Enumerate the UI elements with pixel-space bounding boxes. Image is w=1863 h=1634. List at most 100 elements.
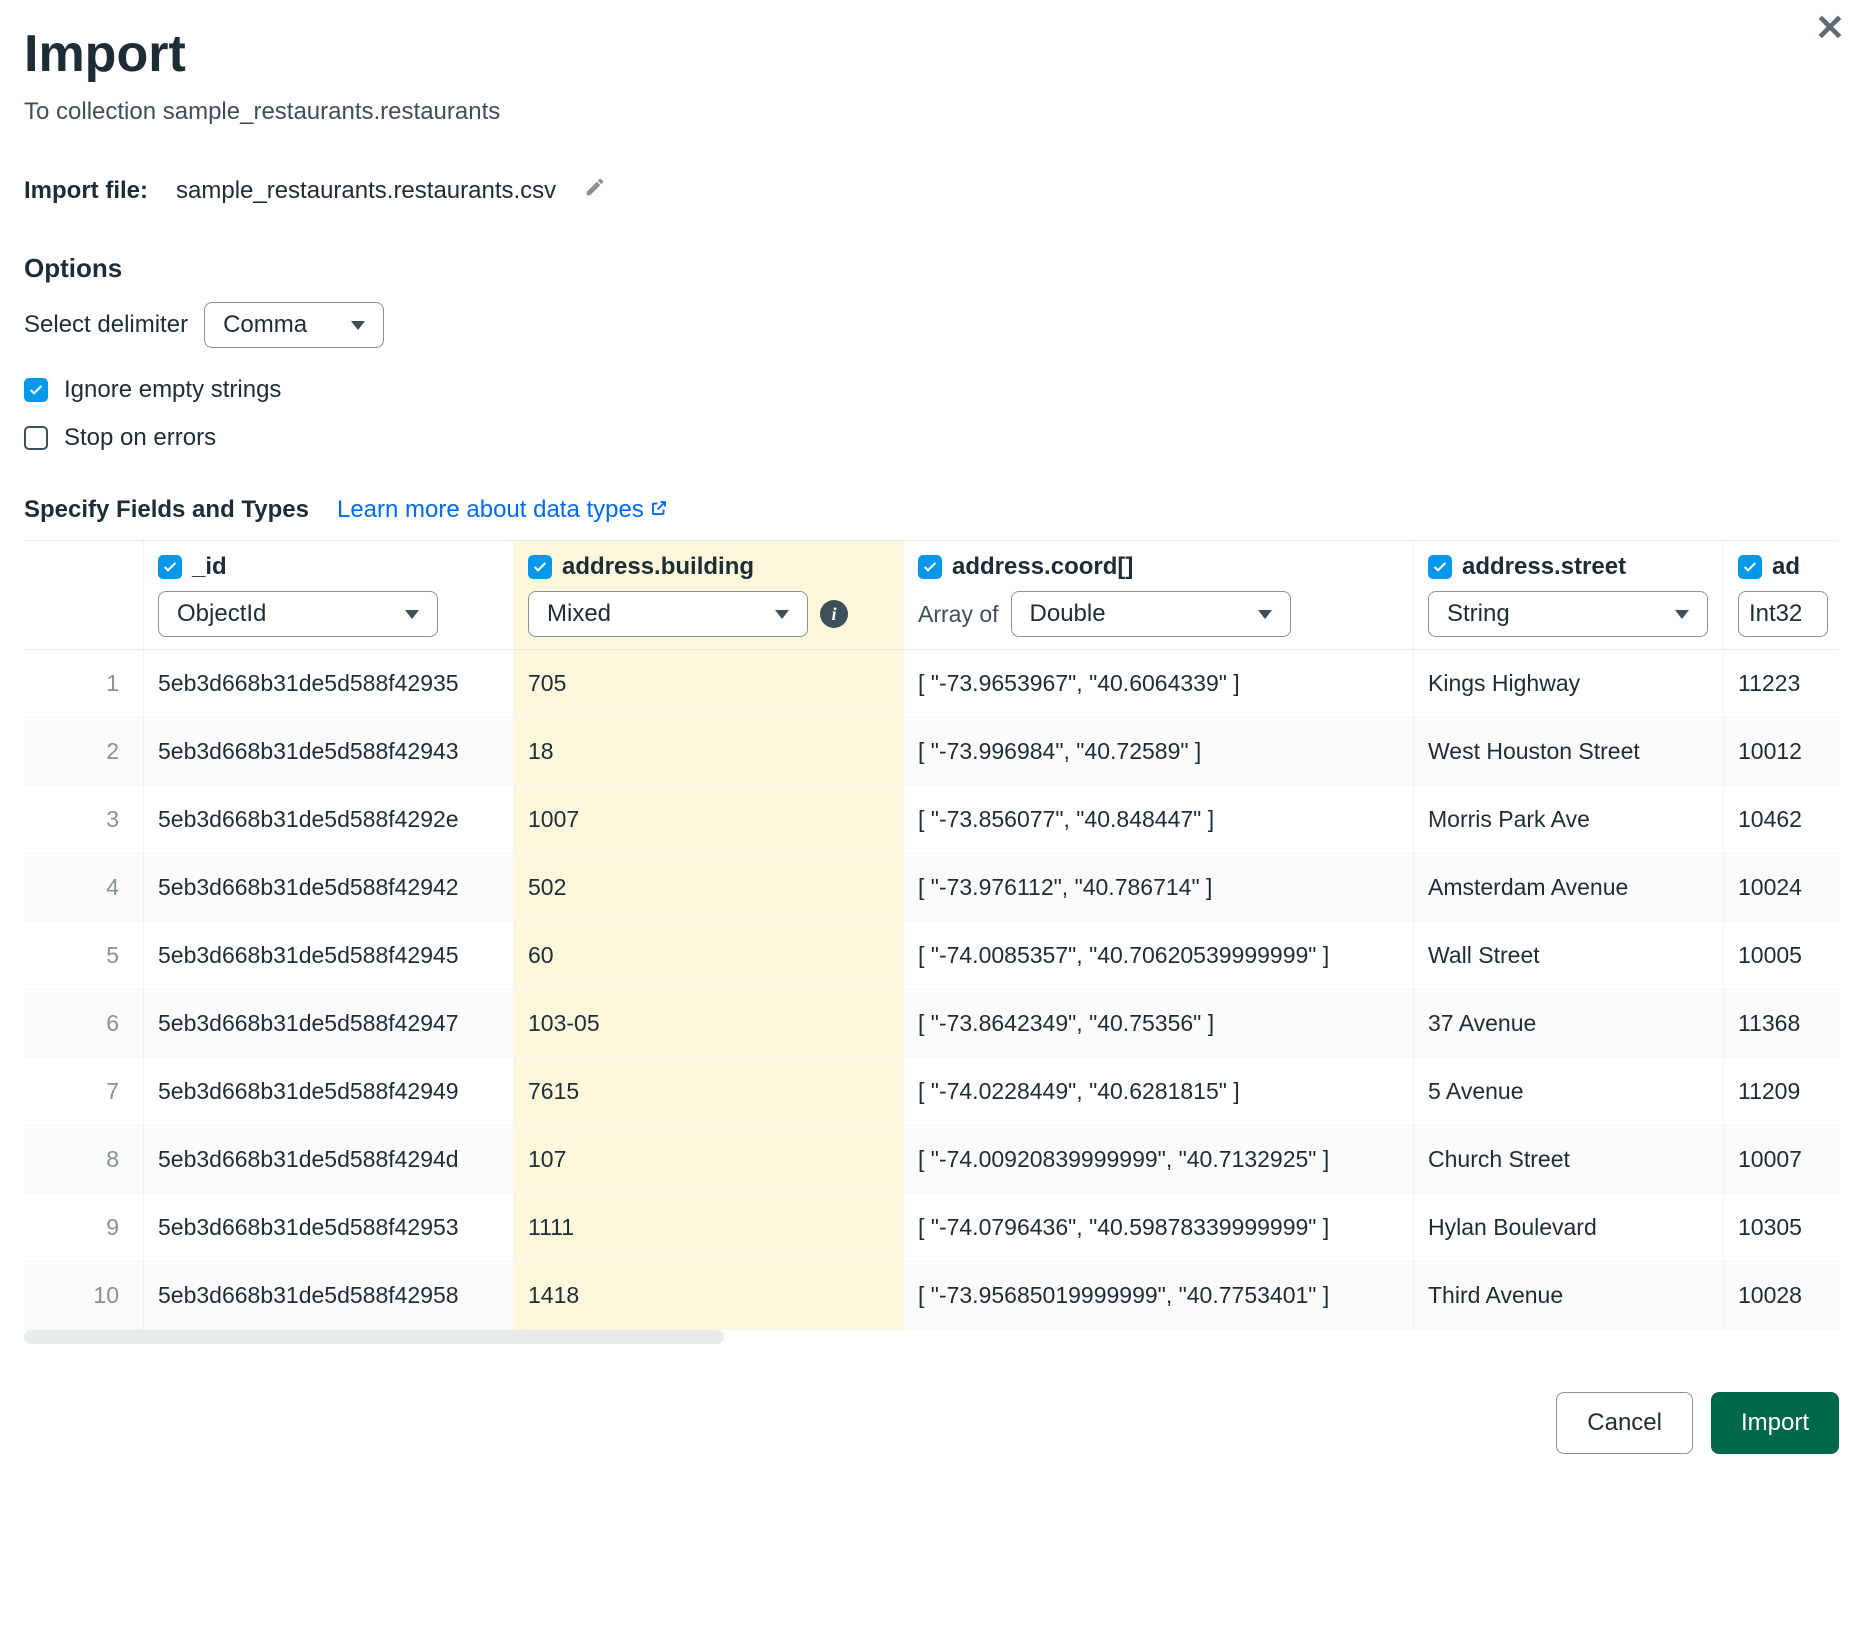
cell-building: 103-05 bbox=[514, 990, 904, 1057]
row-number: 1 bbox=[24, 650, 144, 717]
cell-coord: [ "-73.9653967", "40.6064339" ] bbox=[904, 650, 1414, 717]
cell-building: 1111 bbox=[514, 1194, 904, 1261]
column-street-type: String bbox=[1447, 600, 1510, 628]
cell-zip: 11209 bbox=[1724, 1058, 1839, 1125]
cell-id: 5eb3d668b31de5d588f42945 bbox=[144, 922, 514, 989]
rownum-header bbox=[24, 541, 144, 649]
cell-id: 5eb3d668b31de5d588f4294d bbox=[144, 1126, 514, 1193]
cell-id: 5eb3d668b31de5d588f42935 bbox=[144, 650, 514, 717]
cell-building: 1418 bbox=[514, 1262, 904, 1329]
cell-zip: 11368 bbox=[1724, 990, 1839, 1057]
row-number: 8 bbox=[24, 1126, 144, 1193]
specify-row: Specify Fields and Types Learn more abou… bbox=[24, 496, 1839, 524]
pencil-icon[interactable] bbox=[584, 176, 606, 205]
table-header-row: _id ObjectId address.building bbox=[24, 541, 1839, 650]
cell-street: Church Street bbox=[1414, 1126, 1724, 1193]
stop-errors-row: Stop on errors bbox=[24, 424, 1839, 452]
fields-table: _id ObjectId address.building bbox=[24, 540, 1839, 1344]
table-row: 7 5eb3d668b31de5d588f42949 7615 [ "-74.0… bbox=[24, 1058, 1839, 1126]
options-heading: Options bbox=[24, 253, 1839, 284]
chevron-down-icon bbox=[775, 610, 789, 619]
column-coord-type-select[interactable]: Double bbox=[1011, 591, 1291, 637]
table-row: 10 5eb3d668b31de5d588f42958 1418 [ "-73.… bbox=[24, 1262, 1839, 1330]
learn-more-text: Learn more about data types bbox=[337, 496, 644, 524]
column-coord-checkbox[interactable] bbox=[918, 555, 942, 579]
column-id-type-select[interactable]: ObjectId bbox=[158, 591, 438, 637]
cell-zip: 10024 bbox=[1724, 854, 1839, 921]
cell-id: 5eb3d668b31de5d588f42949 bbox=[144, 1058, 514, 1125]
cell-street: Morris Park Ave bbox=[1414, 786, 1724, 853]
delimiter-select[interactable]: Comma bbox=[204, 302, 384, 348]
import-button[interactable]: Import bbox=[1711, 1392, 1839, 1454]
cell-zip: 10305 bbox=[1724, 1194, 1839, 1261]
column-zip-type: Int32 bbox=[1749, 600, 1802, 628]
cell-id: 5eb3d668b31de5d588f4292e bbox=[144, 786, 514, 853]
cell-coord: [ "-73.996984", "40.72589" ] bbox=[904, 718, 1414, 785]
column-zip-name: ad bbox=[1772, 553, 1800, 581]
column-zip-checkbox[interactable] bbox=[1738, 555, 1762, 579]
stop-errors-checkbox[interactable] bbox=[24, 426, 48, 450]
cell-building: 107 bbox=[514, 1126, 904, 1193]
column-coord-type: Double bbox=[1030, 600, 1106, 628]
import-file-row: Import file: sample_restaurants.restaura… bbox=[24, 176, 1839, 205]
ignore-empty-label: Ignore empty strings bbox=[64, 376, 281, 404]
close-icon[interactable]: ✕ bbox=[1815, 10, 1845, 46]
cell-coord: [ "-73.856077", "40.848447" ] bbox=[904, 786, 1414, 853]
cell-zip: 10005 bbox=[1724, 922, 1839, 989]
horizontal-scrollbar[interactable] bbox=[24, 1330, 1839, 1344]
cell-coord: [ "-74.0228449", "40.6281815" ] bbox=[904, 1058, 1414, 1125]
column-building-name: address.building bbox=[562, 553, 754, 581]
cell-street: West Houston Street bbox=[1414, 718, 1724, 785]
chevron-down-icon bbox=[1258, 610, 1272, 619]
table-row: 5 5eb3d668b31de5d588f42945 60 [ "-74.008… bbox=[24, 922, 1839, 990]
info-icon[interactable]: i bbox=[820, 600, 848, 628]
stop-errors-label: Stop on errors bbox=[64, 424, 216, 452]
cell-zip: 10462 bbox=[1724, 786, 1839, 853]
column-id-name: _id bbox=[192, 553, 227, 581]
column-building-type: Mixed bbox=[547, 600, 611, 628]
delimiter-row: Select delimiter Comma bbox=[24, 302, 1839, 348]
cell-street: Amsterdam Avenue bbox=[1414, 854, 1724, 921]
cell-id: 5eb3d668b31de5d588f42947 bbox=[144, 990, 514, 1057]
modal-footer: Cancel Import bbox=[24, 1392, 1839, 1454]
table-row: 8 5eb3d668b31de5d588f4294d 107 [ "-74.00… bbox=[24, 1126, 1839, 1194]
table-row: 9 5eb3d668b31de5d588f42953 1111 [ "-74.0… bbox=[24, 1194, 1839, 1262]
import-file-name: sample_restaurants.restaurants.csv bbox=[176, 177, 556, 205]
cell-building: 7615 bbox=[514, 1058, 904, 1125]
external-link-icon bbox=[650, 499, 668, 522]
table-row: 1 5eb3d668b31de5d588f42935 705 [ "-73.96… bbox=[24, 650, 1839, 718]
row-number: 9 bbox=[24, 1194, 144, 1261]
delimiter-value: Comma bbox=[223, 311, 307, 339]
cancel-button[interactable]: Cancel bbox=[1556, 1392, 1693, 1454]
column-coord-name: address.coord[] bbox=[952, 553, 1133, 581]
cell-street: 37 Avenue bbox=[1414, 990, 1724, 1057]
cell-building: 60 bbox=[514, 922, 904, 989]
column-building-type-select[interactable]: Mixed bbox=[528, 591, 808, 637]
table-row: 6 5eb3d668b31de5d588f42947 103-05 [ "-73… bbox=[24, 990, 1839, 1058]
column-zip-type-select[interactable]: Int32 bbox=[1738, 591, 1828, 637]
chevron-down-icon bbox=[405, 610, 419, 619]
row-number: 10 bbox=[24, 1262, 144, 1329]
cell-coord: [ "-74.00920839999999", "40.7132925" ] bbox=[904, 1126, 1414, 1193]
cell-street: Wall Street bbox=[1414, 922, 1724, 989]
column-id-checkbox[interactable] bbox=[158, 555, 182, 579]
cell-zip: 10012 bbox=[1724, 718, 1839, 785]
cell-zip: 10028 bbox=[1724, 1262, 1839, 1329]
cell-building: 18 bbox=[514, 718, 904, 785]
column-header-coord: address.coord[] Array of Double bbox=[904, 541, 1414, 649]
column-header-street: address.street String bbox=[1414, 541, 1724, 649]
learn-more-link[interactable]: Learn more about data types bbox=[337, 496, 668, 524]
cell-zip: 11223 bbox=[1724, 650, 1839, 717]
cell-id: 5eb3d668b31de5d588f42942 bbox=[144, 854, 514, 921]
chevron-down-icon bbox=[1675, 610, 1689, 619]
column-street-checkbox[interactable] bbox=[1428, 555, 1452, 579]
delimiter-label: Select delimiter bbox=[24, 311, 188, 339]
column-street-type-select[interactable]: String bbox=[1428, 591, 1708, 637]
modal-title: Import bbox=[24, 24, 1839, 84]
cell-street: 5 Avenue bbox=[1414, 1058, 1724, 1125]
column-header-zip: ad Int32 bbox=[1724, 541, 1839, 649]
column-header-building: address.building Mixed i bbox=[514, 541, 904, 649]
ignore-empty-checkbox[interactable] bbox=[24, 378, 48, 402]
column-building-checkbox[interactable] bbox=[528, 555, 552, 579]
scrollbar-thumb[interactable] bbox=[24, 1330, 724, 1344]
